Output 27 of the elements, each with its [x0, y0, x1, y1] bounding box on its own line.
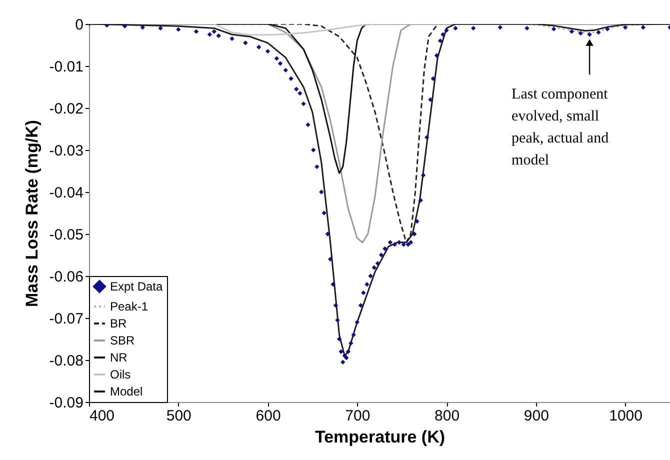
legend-label: Model	[110, 384, 143, 398]
y-tick-label: -0.04	[49, 184, 84, 202]
y-tick-label: -0.07	[49, 310, 84, 328]
y-tick-label: 0	[75, 16, 84, 34]
annotation: Last component evolved, small peak, actual and model	[512, 86, 610, 168]
x-tick-label: 400	[90, 408, 115, 424]
x-tick-label: 800	[434, 408, 460, 424]
y-tick-label: -0.06	[49, 268, 84, 286]
x-tick-label: 900	[524, 408, 549, 424]
x-tick-label: 600	[256, 408, 281, 424]
x-tick-label: 1000	[609, 408, 642, 424]
x-tick-label: 500	[166, 408, 192, 424]
legend-label: Expt Data	[110, 280, 164, 294]
legend-label: SBR	[110, 334, 136, 348]
x-axis-title: Temperature (K)	[314, 428, 446, 446]
legend-label: NR	[110, 350, 128, 364]
y-axis-title: Mass Loss Rate (mg/K)	[22, 120, 42, 308]
y-tick-label: -0.02	[49, 100, 84, 118]
y-tick-label: -0.03	[49, 142, 84, 160]
legend-label: BR	[110, 316, 128, 330]
y-tick-label: -0.05	[49, 226, 84, 244]
legend-label: Oils	[110, 368, 131, 382]
x-tick-label: 700	[345, 408, 370, 424]
y-tick-label: -0.09	[49, 394, 84, 412]
legend-label: Peak-1	[110, 300, 148, 314]
y-tick-label: -0.01	[49, 58, 84, 76]
y-tick-label: -0.08	[49, 352, 84, 370]
